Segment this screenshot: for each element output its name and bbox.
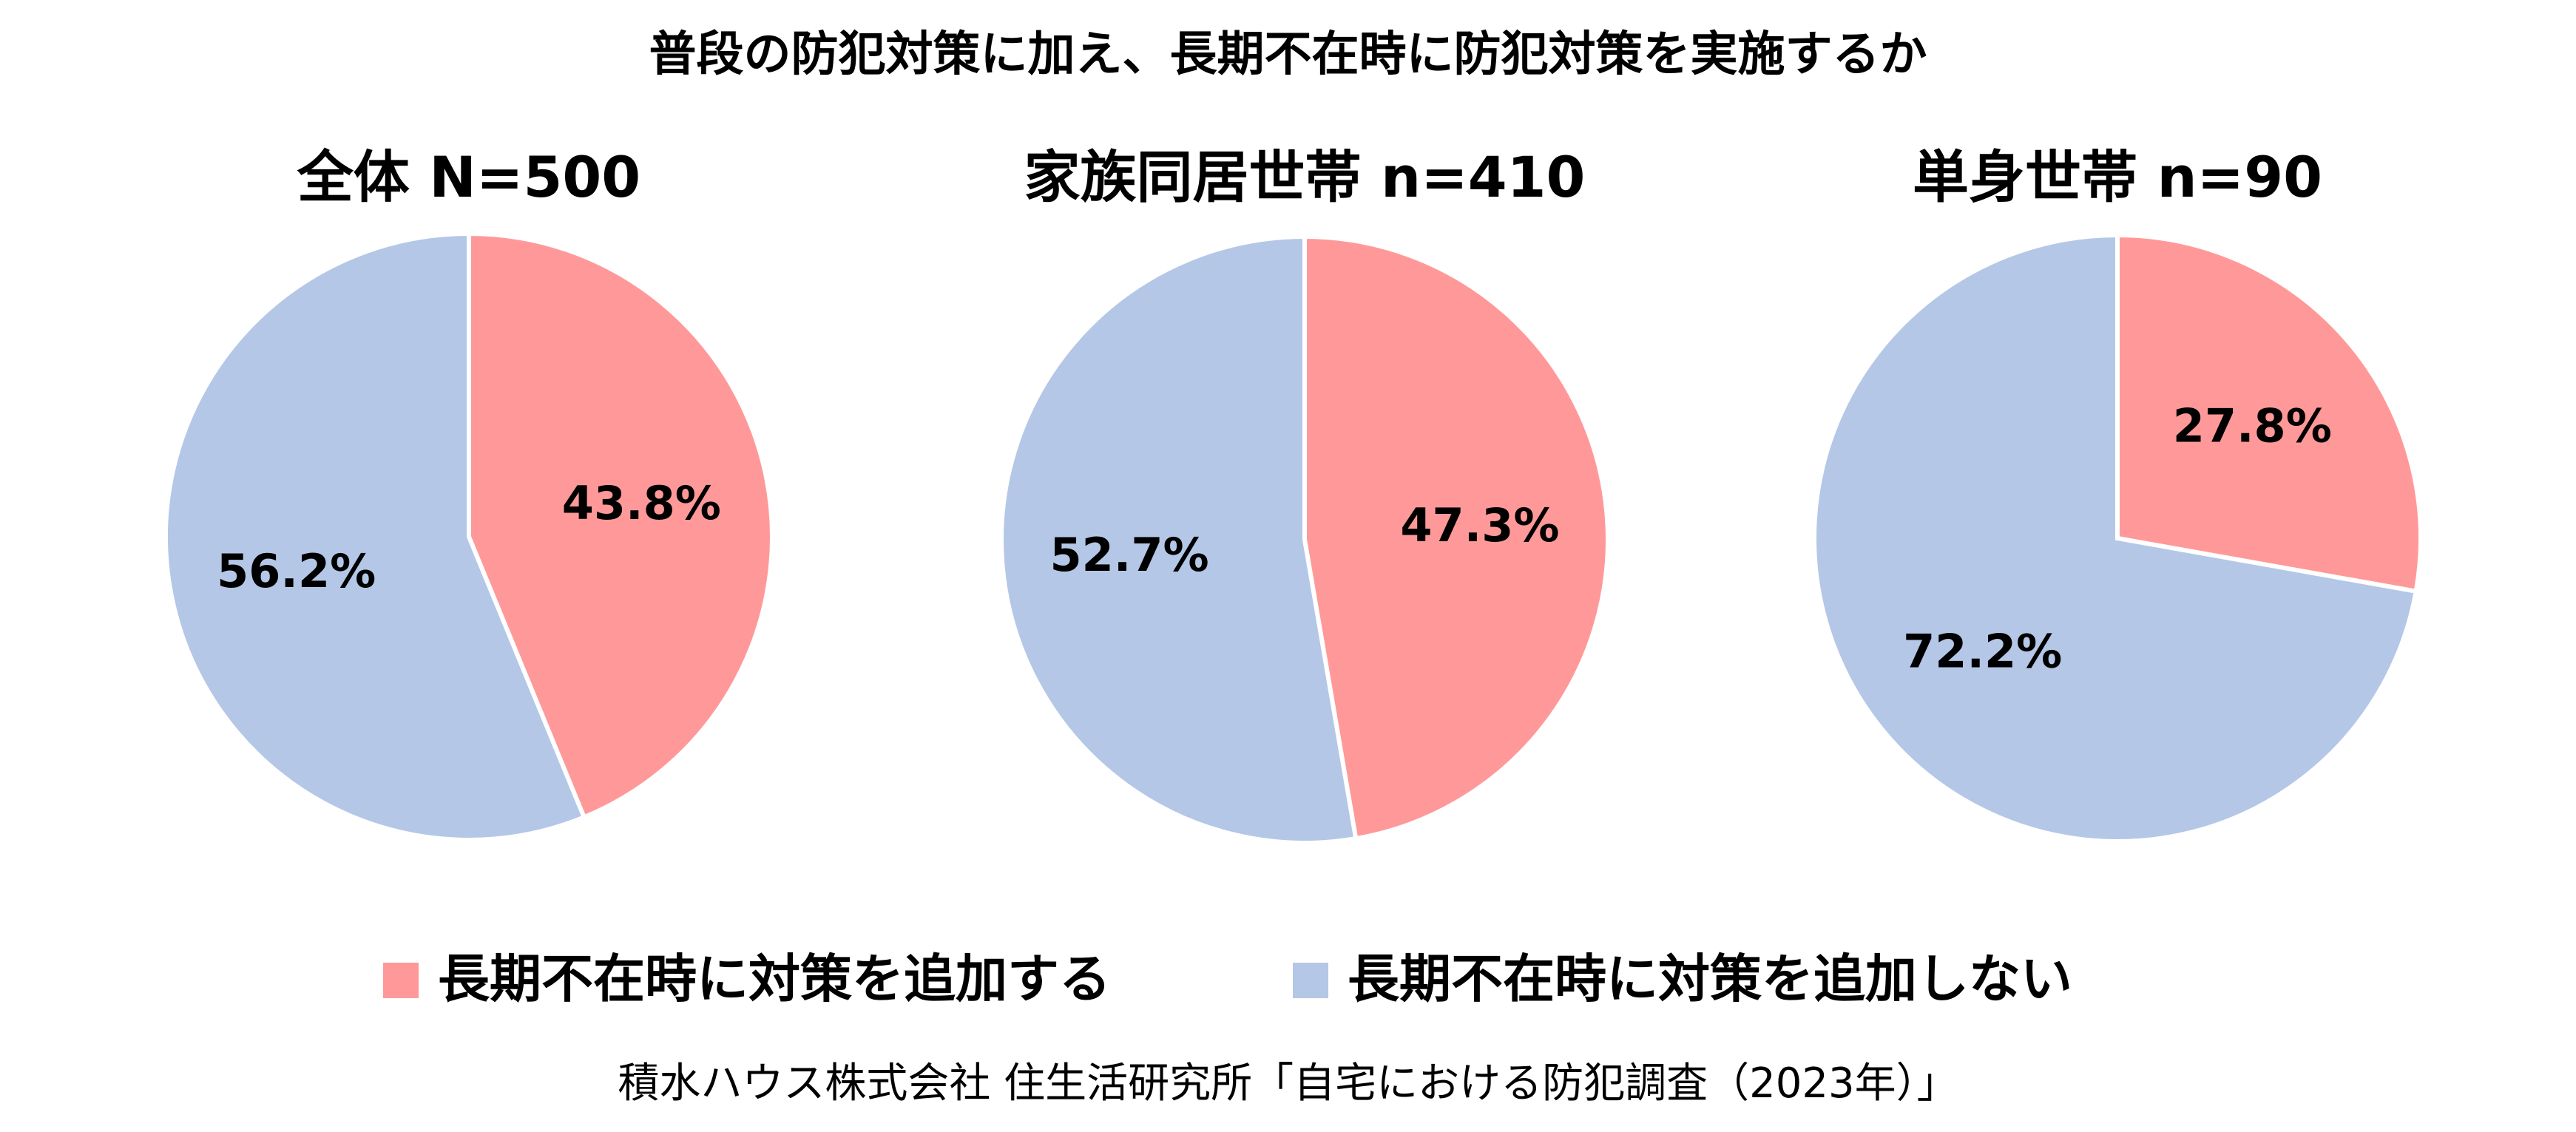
legend-swatch-add <box>383 962 419 998</box>
pie-slice-overall-1 <box>163 231 587 842</box>
data-label-family-1: 52.7% <box>1050 528 1209 582</box>
pie-slice-single-0 <box>2115 232 2423 594</box>
data-label-overall-1: 56.2% <box>217 544 376 598</box>
chart-title: 普段の防犯対策に加え、長期不在時に防犯対策を実施するか <box>649 27 1927 82</box>
data-label-overall-0: 43.8% <box>562 476 721 530</box>
legend-label-add: 長期不在時に対策を追加する <box>438 949 1111 1009</box>
legend-swatch-not-add <box>1293 962 1328 998</box>
pie-title-family: 家族同居世帯 n=410 <box>1024 144 1586 210</box>
pie-slice-family-0 <box>1302 234 1610 841</box>
legend-item-add: 長期不在時に対策を追加する <box>383 938 1111 1012</box>
data-label-family-0: 47.3% <box>1400 498 1559 552</box>
data-label-single-1: 72.2% <box>1903 625 2062 679</box>
legend-item-not-add: 長期不在時に対策を追加しない <box>1293 938 2072 1012</box>
pie-title-single: 単身世帯 n=90 <box>1912 144 2322 210</box>
pie-slice-overall-0 <box>467 231 774 821</box>
pie-slice-family-1 <box>999 234 1359 845</box>
pie-title-overall: 全体 N=500 <box>297 144 641 210</box>
source-footer: 積水ハウス株式会社 住生活研究所「自宅における防犯調査（2023年）」 <box>618 1060 1958 1108</box>
pie-slice-single-1 <box>1812 232 2419 844</box>
legend-label-not-add: 長期不在時に対策を追加しない <box>1348 949 2072 1009</box>
data-label-single-0: 27.8% <box>2173 399 2332 453</box>
